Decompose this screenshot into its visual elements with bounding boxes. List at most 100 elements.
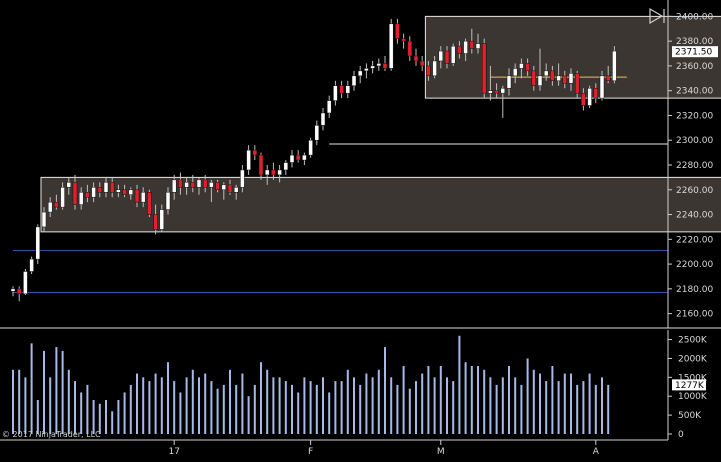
candle-body <box>475 43 481 49</box>
candle-body <box>165 191 171 210</box>
volume-tick-label: 0 <box>678 430 684 440</box>
candle-body <box>401 38 406 42</box>
candle-body <box>35 226 41 260</box>
candle-body <box>351 75 357 86</box>
candle-body <box>246 149 251 171</box>
play-icon <box>649 7 664 25</box>
candle-body <box>134 189 140 203</box>
candle-body <box>78 191 84 205</box>
price-tick-label: 2200.00 <box>676 260 713 270</box>
candle-body <box>47 201 53 213</box>
candle-body <box>450 45 456 64</box>
price-tick-label: 2160.00 <box>676 310 713 320</box>
candle-body <box>419 60 425 67</box>
candle-body <box>60 187 65 208</box>
candle-body <box>581 92 586 106</box>
candle-body <box>395 23 400 39</box>
candle-body <box>116 189 121 193</box>
candle-body <box>233 187 239 193</box>
zone-box <box>424 15 721 99</box>
candle-body <box>537 75 543 86</box>
candle-body <box>184 182 189 188</box>
candle-body <box>308 139 313 156</box>
last-price-tag: 2371.50 <box>672 46 718 58</box>
candle-body <box>295 154 301 161</box>
candle-body <box>407 40 413 57</box>
candle-body <box>550 70 555 82</box>
x-axis-ticks: 17 F M A <box>168 440 600 457</box>
volume-tick-label: 1500K <box>678 373 708 383</box>
candle-body <box>29 258 34 272</box>
candle-body <box>568 73 574 84</box>
volume-tick-label: 2500K <box>678 336 708 346</box>
candle-body <box>519 63 524 69</box>
candle-body <box>302 154 307 161</box>
candle-body <box>171 179 177 193</box>
x-tick-label: A <box>593 447 600 457</box>
last-price-label: 2371.50 <box>675 48 712 58</box>
volume-tick-label: 500K <box>678 411 702 421</box>
candle-body <box>326 100 332 114</box>
price-tick-label: 2340.00 <box>676 87 713 97</box>
candle-body <box>605 75 611 82</box>
candle-body <box>488 90 493 94</box>
x-tick-label: 17 <box>168 447 179 457</box>
candle-body <box>240 169 245 188</box>
candle-body <box>413 55 419 62</box>
volume-bars <box>12 335 610 434</box>
candle-body <box>587 87 592 106</box>
volume-tick-label: 2000K <box>678 354 708 364</box>
candle-body <box>23 271 28 295</box>
candle-body <box>364 68 369 72</box>
candle-body <box>438 50 444 62</box>
candle-body <box>525 63 530 72</box>
candle-body <box>562 75 568 84</box>
price-tick-label: 2320.00 <box>676 111 713 121</box>
candle-body <box>388 23 394 69</box>
candle-body <box>556 75 561 82</box>
candle-body <box>109 182 115 193</box>
x-tick-label: F <box>308 447 313 457</box>
candle-body <box>16 288 22 295</box>
candle-body <box>72 182 78 205</box>
candle-body <box>531 70 537 86</box>
candle-body <box>574 73 580 94</box>
price-axis: 2160.00 2180.00 2200.00 2220.00 2240.00 2260.… <box>667 0 713 328</box>
candle-body <box>209 182 214 188</box>
candle-body <box>481 43 487 94</box>
candle-body <box>506 75 512 89</box>
candle-body <box>512 68 518 77</box>
candle-body <box>382 63 388 69</box>
price-tick-label: 2380.00 <box>676 37 713 47</box>
price-tick-label: 2220.00 <box>676 235 713 245</box>
candle-body <box>426 65 431 77</box>
price-tick-label: 2240.00 <box>676 211 713 221</box>
volume-axis-ticks: 0 500K 1000K 1500K 2000K 2500K <box>668 336 708 440</box>
price-tick-label: 2260.00 <box>676 186 713 196</box>
price-levels <box>13 76 668 294</box>
candle-body <box>333 85 338 101</box>
play-toggle-button[interactable] <box>649 7 665 25</box>
volume-tick-label: 1000K <box>678 392 708 402</box>
candle-body <box>264 169 270 176</box>
candle-body <box>128 189 134 195</box>
copyright-text: © 2017 NinjaTrader, LLC <box>2 430 101 439</box>
candle-body <box>277 169 282 176</box>
candle-body <box>178 179 183 188</box>
candle-body <box>54 201 59 208</box>
candle-body <box>85 191 90 198</box>
candle-body <box>543 70 549 77</box>
candle-body <box>494 90 499 94</box>
candle-body <box>140 191 146 203</box>
price-tick-label: 2180.00 <box>676 285 713 295</box>
candle-body <box>227 184 233 193</box>
candle-body <box>159 209 165 230</box>
candle-body <box>469 40 475 49</box>
candle-body <box>103 182 109 193</box>
candle-body <box>612 50 617 82</box>
last-volume-label: 1277K <box>675 381 705 391</box>
candle-body <box>599 75 605 99</box>
candle-body <box>345 85 351 94</box>
price-candles <box>10 18 617 302</box>
candle-body <box>339 85 344 94</box>
